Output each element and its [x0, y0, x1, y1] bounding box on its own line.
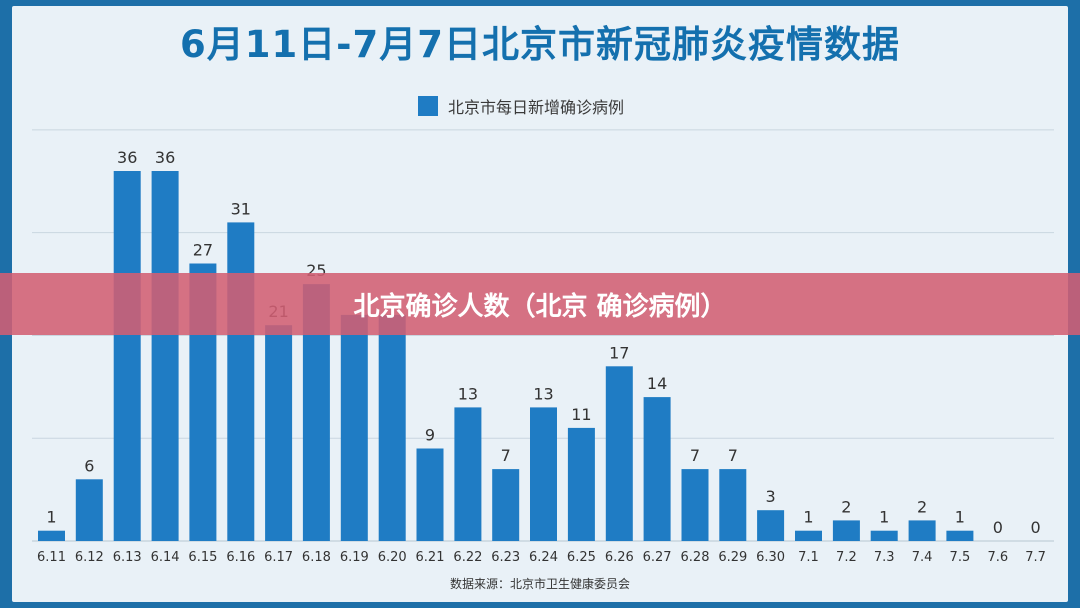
x-tick-label: 6.27 [643, 550, 672, 565]
bar [454, 407, 482, 541]
x-tick-label: 7.3 [874, 550, 895, 565]
data-label: 2 [841, 497, 851, 516]
data-label: 13 [458, 384, 478, 403]
x-tick-label: 6.14 [151, 550, 180, 565]
bar [757, 510, 785, 541]
x-tick-label: 6.30 [756, 550, 785, 565]
data-label: 6 [84, 456, 94, 475]
data-label: 36 [117, 148, 137, 167]
data-label: 1 [46, 508, 56, 527]
legend-label: 北京市每日新增确诊病例 [448, 98, 625, 117]
bar [492, 469, 520, 541]
x-tick-label: 6.12 [75, 550, 104, 565]
bar [870, 530, 898, 541]
source-note: 数据来源：北京市卫生健康委员会 [449, 577, 630, 591]
data-label: 11 [571, 405, 591, 424]
x-tick-label: 7.4 [912, 550, 933, 565]
data-label: 13 [533, 384, 553, 403]
bar [151, 171, 179, 541]
data-label: 7 [501, 446, 511, 465]
x-tick-label: 6.23 [491, 550, 520, 565]
x-tick-label: 6.22 [453, 550, 482, 565]
x-tick-label: 6.15 [188, 550, 217, 565]
x-tick-label: 6.28 [681, 550, 710, 565]
x-tick-label: 7.6 [987, 550, 1008, 565]
x-tick-label: 6.24 [529, 550, 558, 565]
x-tick-label: 6.13 [113, 550, 142, 565]
data-label: 0 [993, 518, 1003, 537]
data-label: 14 [647, 374, 667, 393]
bar [265, 325, 293, 541]
bar [340, 314, 368, 541]
x-tick-label: 6.18 [302, 550, 331, 565]
bar [832, 520, 860, 541]
data-label: 1 [879, 508, 889, 527]
x-tick-label: 6.20 [378, 550, 407, 565]
bar [681, 469, 709, 541]
x-tick-label: 7.1 [798, 550, 819, 565]
x-tick-label: 6.17 [264, 550, 293, 565]
data-label: 7 [728, 446, 738, 465]
x-tick-label: 6.11 [37, 550, 66, 565]
x-tick-label: 6.29 [718, 550, 747, 565]
data-label: 1 [955, 508, 965, 527]
chart-title: 6月11日-7月7日北京市新冠肺炎疫情数据 [179, 23, 901, 66]
bar [605, 366, 633, 541]
data-label: 9 [425, 426, 435, 445]
data-label: 3 [766, 487, 776, 506]
data-label: 17 [609, 343, 629, 362]
bar [38, 530, 65, 541]
banner-text: 北京确诊人数（北京 确诊病例） [353, 291, 727, 322]
bar [113, 171, 141, 541]
data-label: 0 [1031, 518, 1041, 537]
bar [719, 469, 747, 541]
bar [643, 397, 671, 541]
data-label: 7 [690, 446, 700, 465]
bar [227, 222, 255, 541]
bar [378, 314, 406, 541]
bar [567, 427, 595, 541]
data-label: 31 [231, 199, 251, 218]
bar [908, 520, 936, 541]
data-label: 1 [803, 508, 813, 527]
data-label: 36 [155, 148, 175, 167]
x-tick-label: 7.5 [950, 550, 971, 565]
x-tick-label: 6.21 [416, 550, 445, 565]
bar [946, 530, 974, 541]
x-tick-label: 6.19 [340, 550, 369, 565]
data-label: 2 [917, 497, 927, 516]
legend: 北京市每日新增确诊病例 [418, 94, 624, 118]
overlay-banner: 北京确诊人数（北京 确诊病例） [0, 273, 1080, 335]
x-tick-label: 6.26 [605, 550, 634, 565]
x-tick-label: 6.25 [567, 550, 596, 565]
bar [795, 530, 822, 541]
x-tick-label: 7.7 [1025, 550, 1046, 565]
x-tick-label: 6.16 [226, 550, 255, 565]
legend-swatch [418, 96, 438, 116]
bar [416, 448, 444, 541]
bar [530, 407, 557, 541]
bar [75, 479, 103, 541]
data-label: 27 [193, 241, 213, 260]
x-tick-label: 7.2 [836, 550, 857, 565]
